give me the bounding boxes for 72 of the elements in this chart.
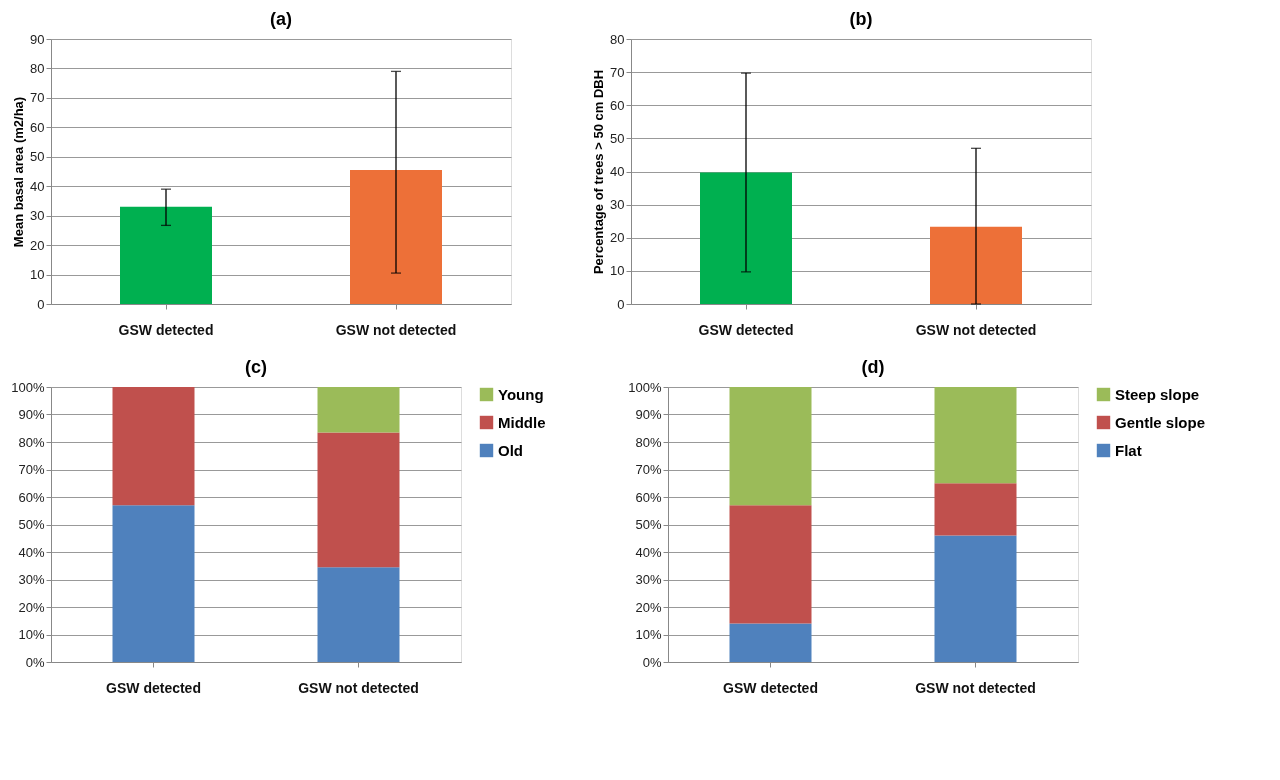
bar [729, 623, 812, 662]
y-tick-label: 50% [635, 517, 662, 532]
y-tick-label: 80% [18, 434, 45, 450]
y-tick-label: 30 [30, 208, 45, 224]
legend-label: Middle [498, 413, 546, 431]
y-tick-label: 90 [30, 31, 45, 47]
bar [729, 505, 812, 624]
x-tick-label: GSW detected [106, 679, 201, 696]
y-tick-label: 30% [18, 572, 45, 587]
y-tick-label: 0 [37, 296, 45, 312]
bar [934, 483, 1017, 536]
chart-title: (b) [849, 9, 873, 29]
x-tick-label: GSW detected [118, 321, 214, 338]
bar [934, 387, 1017, 484]
y-tick-label: 20% [18, 599, 45, 615]
y-tick-label: 60% [635, 489, 662, 505]
chart-title: (d) [861, 357, 885, 377]
y-tick-label: 10% [635, 627, 662, 642]
y-tick-label: 0% [25, 654, 45, 670]
legend-label: Gentle slope [1115, 413, 1206, 431]
y-tick-label: 70 [610, 64, 625, 80]
y-tick-label: 70% [635, 462, 662, 477]
bar [112, 505, 195, 662]
y-tick-label: 80 [30, 60, 45, 76]
y-tick-label: 40 [30, 178, 45, 194]
x-tick-label: GSW not detected [298, 679, 419, 696]
bar [112, 387, 195, 506]
y-tick-label: 0% [642, 654, 662, 670]
x-tick-label: GSW not detected [915, 321, 1037, 338]
legend-label: Flat [1115, 441, 1142, 459]
y-tick-label: 80 [610, 31, 625, 47]
bar [729, 387, 812, 506]
y-tick-label: 10 [610, 263, 625, 279]
y-tick-label: 90% [635, 407, 662, 422]
y-tick-label: 60 [610, 97, 625, 113]
chart-title: (c) [245, 357, 267, 377]
y-axis-title: Percentage of trees > 50 cm DBH [591, 69, 607, 275]
x-tick-label: GSW not detected [335, 321, 457, 338]
legend-label: Young [498, 385, 544, 403]
y-tick-label: 40% [635, 544, 662, 560]
legend-label: Steep slope [1115, 385, 1200, 403]
y-tick-label: 80% [635, 434, 662, 450]
y-tick-label: 90% [18, 407, 45, 422]
y-tick-label: 50% [18, 517, 45, 532]
x-tick-label: GSW detected [698, 321, 794, 338]
y-tick-label: 0 [617, 296, 625, 312]
y-tick-label: 10 [30, 267, 45, 283]
y-tick-label: 70 [30, 90, 45, 106]
x-tick-label: GSW detected [723, 679, 818, 696]
y-tick-label: 100% [11, 379, 45, 395]
y-tick-label: 20 [30, 237, 45, 253]
y-tick-label: 70% [18, 462, 45, 477]
bar [934, 535, 1017, 662]
y-tick-label: 60% [18, 489, 45, 505]
y-tick-label: 50 [610, 130, 625, 146]
chart-title: (a) [270, 9, 292, 29]
y-tick-label: 20 [610, 230, 625, 246]
bar [317, 567, 400, 662]
y-tick-label: 50 [30, 149, 45, 165]
y-tick-label: 60 [30, 119, 45, 135]
legend-label: Old [498, 441, 523, 459]
y-tick-label: 20% [635, 599, 662, 615]
y-tick-label: 40% [18, 544, 45, 560]
y-tick-label: 10% [18, 627, 45, 642]
x-tick-label: GSW not detected [915, 679, 1036, 696]
bar [317, 432, 400, 568]
y-tick-label: 30 [610, 197, 625, 213]
bar [317, 387, 400, 433]
y-tick-label: 30% [635, 572, 662, 587]
y-tick-label: 100% [628, 379, 662, 395]
y-tick-label: 40 [610, 164, 625, 179]
y-axis-title: Mean basal area (m2/ha) [11, 96, 27, 248]
